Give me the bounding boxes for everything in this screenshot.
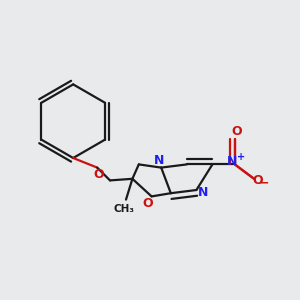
Text: O: O xyxy=(231,125,242,138)
Text: O: O xyxy=(94,168,104,181)
Text: N: N xyxy=(198,186,208,199)
Text: +: + xyxy=(236,152,244,162)
Text: O: O xyxy=(142,197,153,210)
Text: N: N xyxy=(154,154,164,167)
Text: N: N xyxy=(226,155,237,168)
Text: −: − xyxy=(259,176,269,189)
Text: O: O xyxy=(252,174,262,187)
Text: CH₃: CH₃ xyxy=(114,204,135,214)
